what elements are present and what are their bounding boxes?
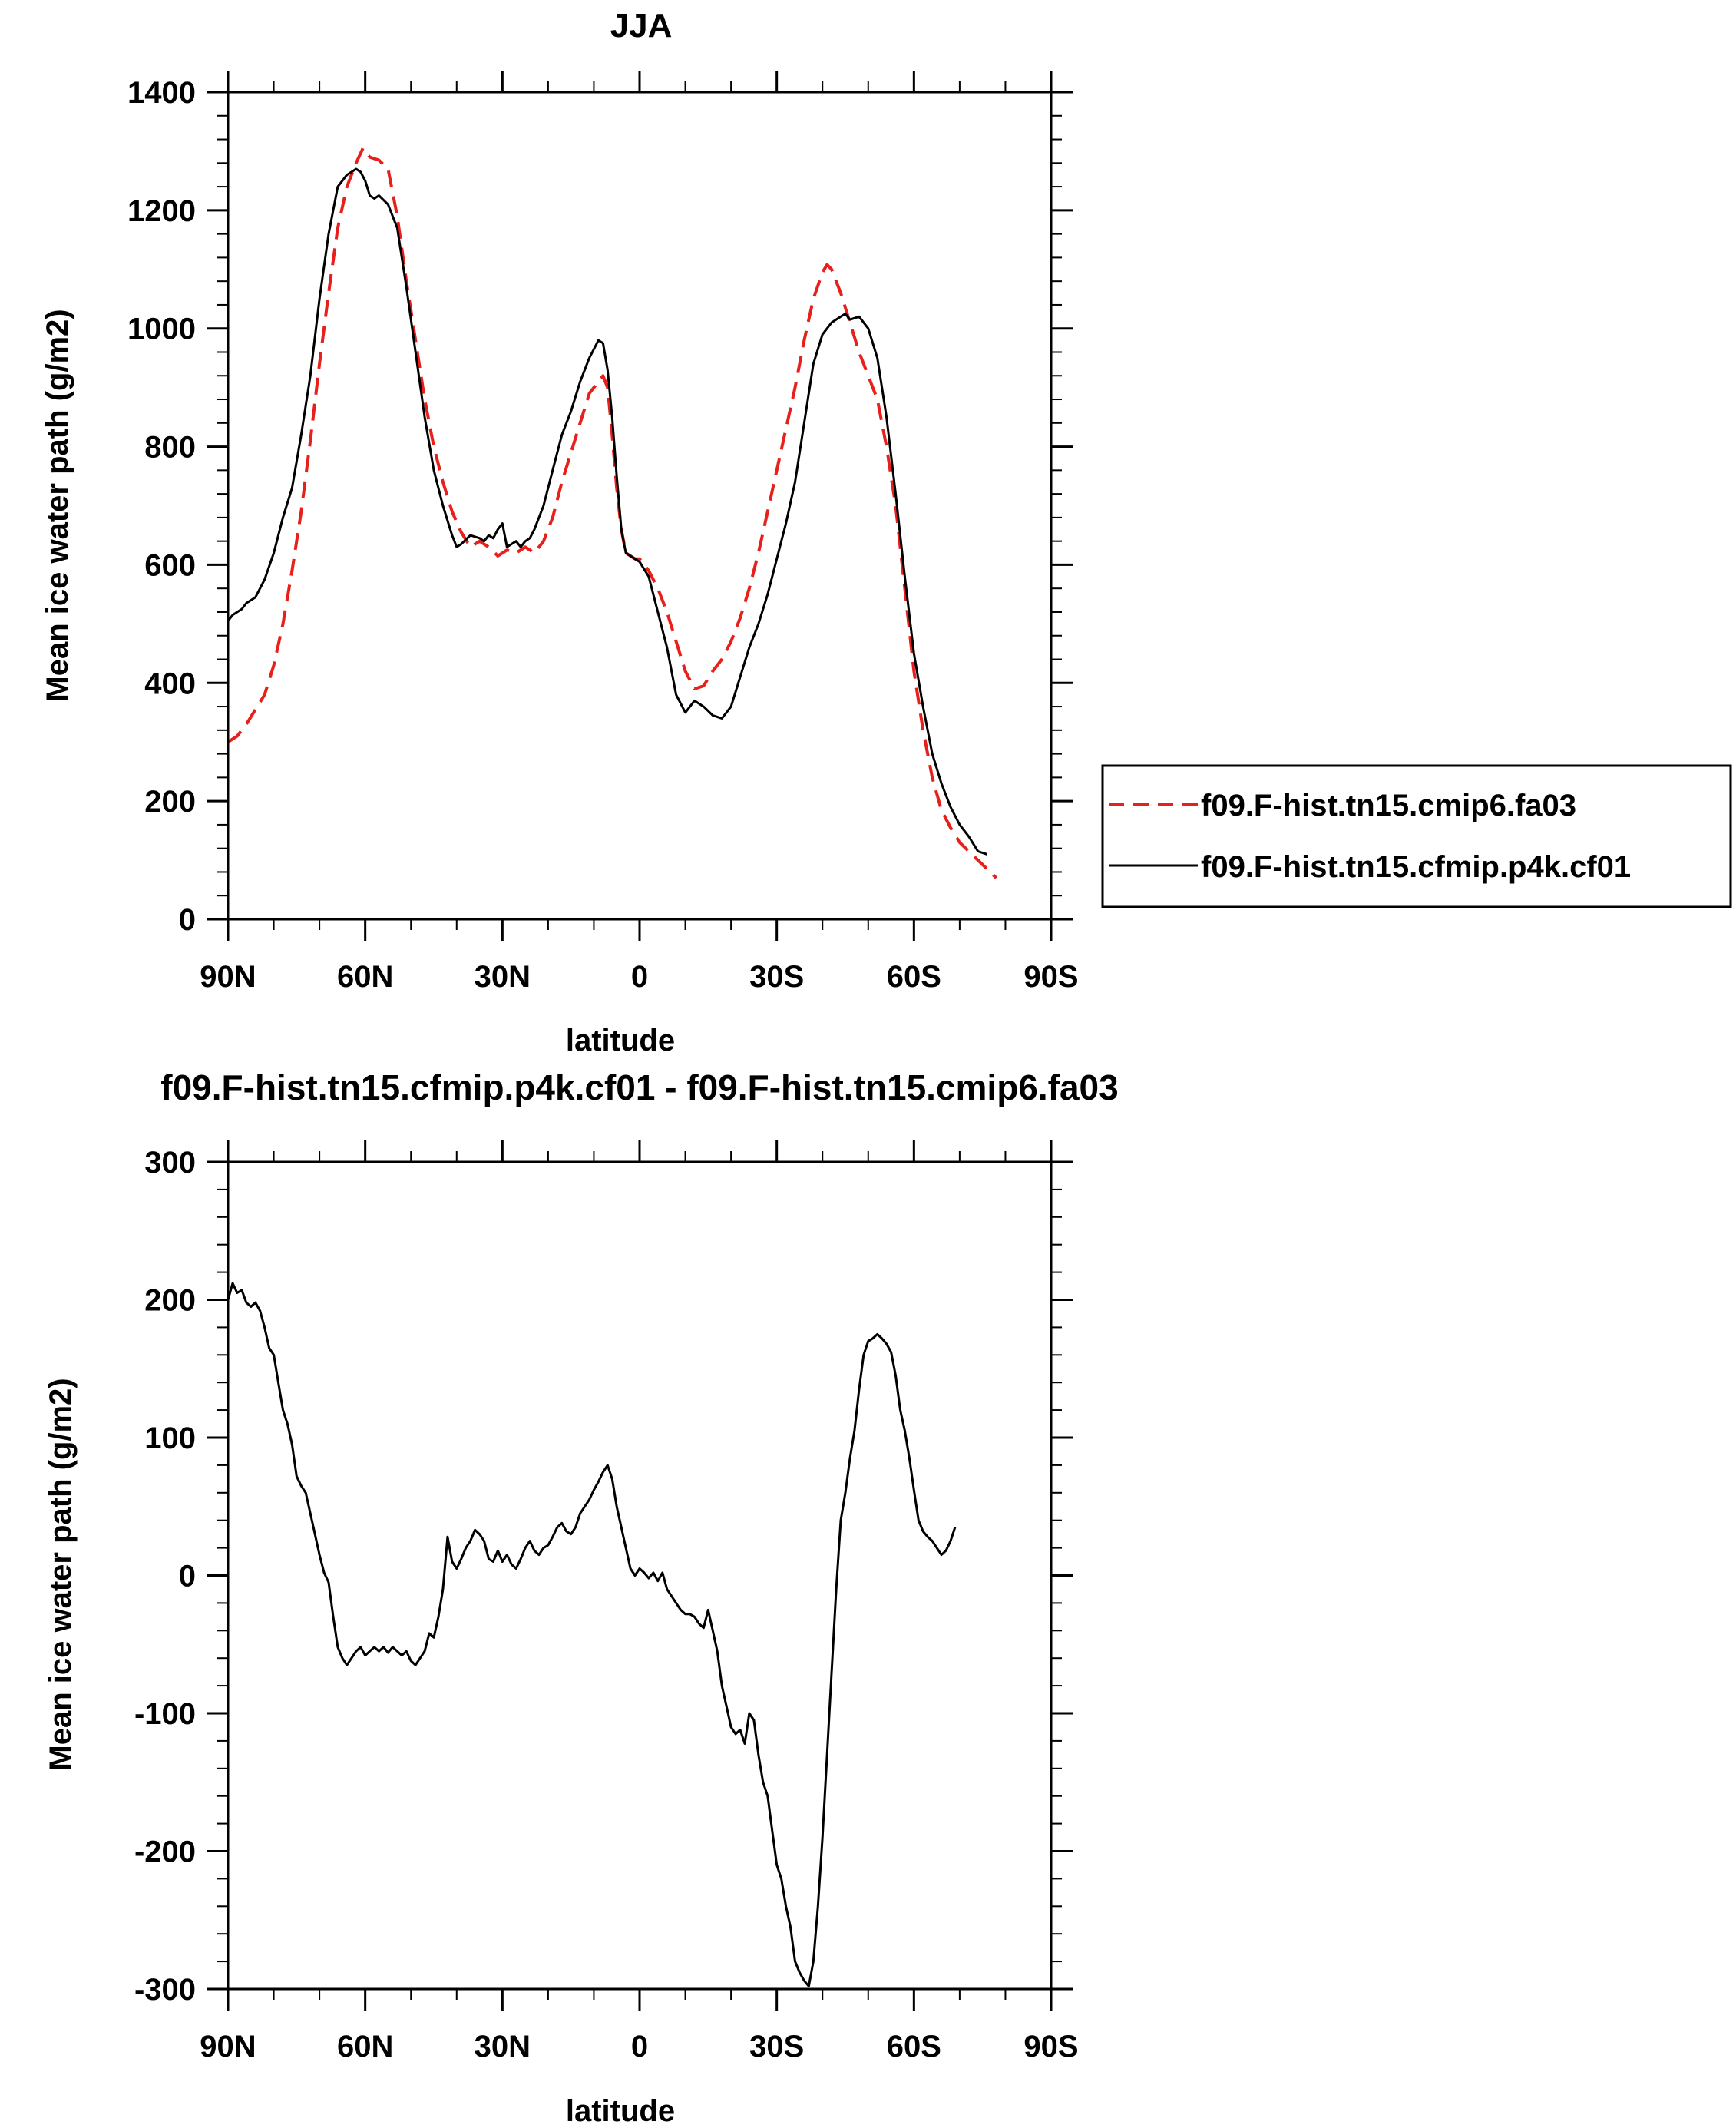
bottom-panel-x-tick-labels: 90N 60N 30N 0 30S 60S 90S [200, 2030, 1078, 2063]
series-line-1 [227, 1282, 957, 1987]
top-panel: JJA 0 200 400 600 800 1000 1200 1400 90N 60N 30N 0… [41, 7, 1079, 1057]
y-tick-label: 0 [179, 903, 196, 937]
bottom-panel: f09.F-hist.tn15.cfmip.p4k.cf01 - f09.F-h… [44, 1067, 1119, 2128]
legend: f09.F-hist.tn15.cmip6.fa03 f09.F-hist.tn… [1101, 764, 1732, 908]
bottom-panel-y-tick-labels: -300 -200 -100 0 100 200 300 [134, 1146, 196, 2007]
series-line-2 [227, 167, 988, 856]
top-panel-title: JJA [610, 7, 673, 45]
x-tick-label: 30S [749, 960, 804, 994]
bottom-panel-ticks [207, 1140, 1073, 2011]
x-tick-label: 90N [200, 960, 256, 994]
top-panel-x-axis-label: latitude [566, 1024, 675, 1057]
y-tick-label: 400 [144, 667, 196, 700]
top-panel-frame [227, 91, 1053, 921]
legend-label-p4k: f09.F-hist.tn15.cfmip.p4k.cf01 [1201, 850, 1631, 884]
x-tick-label: 60S [887, 2030, 941, 2063]
y-tick-label: 1000 [127, 313, 196, 346]
x-tick-label: 90S [1023, 2030, 1078, 2063]
bottom-panel-x-axis-label: latitude [566, 2094, 675, 2128]
x-tick-label: 90S [1023, 960, 1078, 994]
y-tick-label: 1200 [127, 194, 196, 228]
y-tick-label: 200 [144, 1284, 196, 1318]
legend-label-cmip6: f09.F-hist.tn15.cmip6.fa03 [1201, 789, 1576, 822]
y-tick-label: 0 [179, 1560, 196, 1594]
y-tick-label: -200 [134, 1835, 196, 1869]
x-tick-label: 90N [200, 2030, 256, 2063]
y-tick-label: 800 [144, 431, 196, 465]
y-tick-label: 1400 [127, 76, 196, 110]
x-tick-label: 60S [887, 960, 941, 994]
y-tick-label: -300 [134, 1973, 196, 2007]
bottom-panel-frame [227, 1160, 1053, 1991]
y-tick-label: 200 [144, 785, 196, 819]
top-panel-ticks [207, 71, 1073, 941]
x-tick-label: 30N [475, 2030, 531, 2063]
top-panel-y-tick-labels: 0 200 400 600 800 1000 1200 1400 [127, 76, 196, 937]
y-tick-label: -100 [134, 1697, 196, 1731]
bottom-panel-y-axis-label: Mean ice water path (g/m2) [44, 1378, 78, 1770]
top-panel-x-tick-labels: 90N 60N 30N 0 30S 60S 90S [200, 960, 1078, 994]
y-tick-label: 600 [144, 548, 196, 582]
legend-box [1101, 764, 1732, 908]
top-panel-series [227, 147, 997, 879]
x-tick-label: 60N [337, 960, 393, 994]
x-tick-label: 30S [749, 2030, 804, 2063]
y-tick-label: 100 [144, 1421, 196, 1455]
x-tick-label: 0 [631, 960, 648, 994]
x-tick-label: 0 [631, 2030, 648, 2063]
bottom-panel-title: f09.F-hist.tn15.cfmip.p4k.cf01 - f09.F-h… [160, 1067, 1118, 1107]
top-panel-y-axis-label: Mean ice water path (g/m2) [41, 309, 74, 701]
y-tick-label: 300 [144, 1146, 196, 1180]
x-tick-label: 60N [337, 2030, 393, 2063]
bottom-panel-series [227, 1282, 957, 1987]
x-tick-label: 30N [475, 960, 531, 994]
